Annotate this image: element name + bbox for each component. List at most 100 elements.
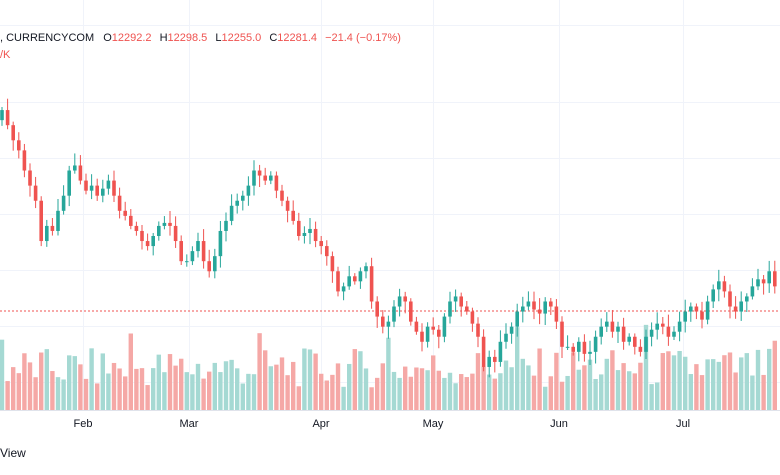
change-value: −21.4 (−0.17%) xyxy=(325,32,401,44)
candle-body xyxy=(448,301,452,317)
volume-bar xyxy=(78,364,83,410)
footer-view-link[interactable]: View xyxy=(0,446,26,460)
candle-body xyxy=(201,241,206,262)
volume-bar xyxy=(526,365,531,410)
candle-body xyxy=(185,261,189,263)
candle-body xyxy=(711,289,715,302)
volume-bar xyxy=(571,352,576,410)
volume-bar xyxy=(425,370,430,410)
volume-bar xyxy=(459,374,464,410)
candle-body xyxy=(476,323,480,337)
volume-bar xyxy=(223,361,229,410)
volume-bar xyxy=(307,349,313,410)
candle-body xyxy=(162,222,167,226)
candle-body xyxy=(582,341,587,354)
volume-bar xyxy=(649,384,654,410)
volume-bar xyxy=(543,386,548,410)
volume-bar xyxy=(341,386,346,410)
volume-bar xyxy=(475,353,481,410)
x-tick-label: Jul xyxy=(676,418,690,430)
candle-body xyxy=(39,200,43,242)
volume-bar xyxy=(727,352,733,410)
symbol-label: , CURRENCYCOM xyxy=(0,32,95,44)
candle-body xyxy=(213,256,217,272)
candle-body xyxy=(252,170,256,186)
candle-body xyxy=(336,271,340,292)
volume-bar xyxy=(22,353,27,410)
volume-bar xyxy=(27,362,33,410)
volume-bar xyxy=(582,365,587,410)
volume-bar xyxy=(767,348,772,410)
candle-body xyxy=(375,301,379,317)
candle-body xyxy=(577,341,581,352)
volume-bar xyxy=(436,370,441,410)
candle-body xyxy=(515,311,519,327)
volume-bar xyxy=(145,385,150,410)
volume-bar xyxy=(83,378,89,410)
candle-body xyxy=(437,329,441,337)
volume-bar xyxy=(470,373,475,410)
candle-body xyxy=(521,306,525,312)
candle-body xyxy=(409,301,413,322)
candle-body xyxy=(173,225,178,242)
candle-body xyxy=(543,301,547,314)
volume-bar xyxy=(156,354,161,410)
volume-bar xyxy=(537,348,542,410)
candle-body xyxy=(78,165,83,181)
ohlc-legend: , CURRENCYCOM O12292.2 H12298.5 L12255.0… xyxy=(0,32,401,44)
volume-bar xyxy=(643,324,649,410)
candle-body xyxy=(761,279,766,284)
candle-body xyxy=(50,225,55,231)
volume-bar xyxy=(55,377,61,410)
volume-bar xyxy=(744,353,749,410)
candle-body xyxy=(526,301,531,307)
volume-bar xyxy=(111,362,117,410)
close-label: C xyxy=(269,32,278,44)
volume-bar xyxy=(739,357,744,410)
candle-body xyxy=(694,306,699,312)
volume-bar xyxy=(363,368,369,410)
candle-body xyxy=(308,228,312,233)
candle-body xyxy=(487,356,491,367)
volume-bar xyxy=(212,362,217,410)
candle-body xyxy=(5,110,10,126)
candle-body xyxy=(129,215,133,226)
volume-bar xyxy=(481,366,486,410)
volume-bar xyxy=(694,364,699,410)
candle-body xyxy=(28,170,32,186)
candle-body xyxy=(369,266,374,302)
volume-bar xyxy=(296,386,301,410)
candle-body xyxy=(269,175,273,181)
volume-bar xyxy=(627,371,632,410)
candle-body xyxy=(73,165,77,171)
volume-bar xyxy=(184,372,189,410)
volume-bar xyxy=(274,364,279,410)
volume-bar xyxy=(380,363,385,410)
candle-body xyxy=(207,261,211,272)
candle-body xyxy=(767,271,771,284)
low-value: 12255.0 xyxy=(221,32,262,44)
candle-body xyxy=(285,200,290,211)
candle-body xyxy=(168,222,172,226)
volume-bar xyxy=(386,337,391,410)
volume-bar xyxy=(419,368,425,410)
volume-bar xyxy=(492,378,497,410)
candle-body xyxy=(565,346,570,348)
candle-body xyxy=(341,286,346,292)
volume-bar xyxy=(750,375,755,410)
volume-bar xyxy=(285,375,290,410)
candle-body xyxy=(280,190,284,201)
candle-body xyxy=(403,296,407,302)
candle-body xyxy=(196,241,200,252)
x-tick-label: Mar xyxy=(180,418,199,430)
candle-body xyxy=(11,125,15,141)
candle-body xyxy=(263,175,267,181)
volume-bar xyxy=(240,383,245,410)
volume-bar xyxy=(117,368,122,410)
open-label: O xyxy=(103,32,112,44)
volume-bar xyxy=(666,351,671,410)
candle-body xyxy=(728,291,732,307)
candle-body xyxy=(117,195,122,211)
